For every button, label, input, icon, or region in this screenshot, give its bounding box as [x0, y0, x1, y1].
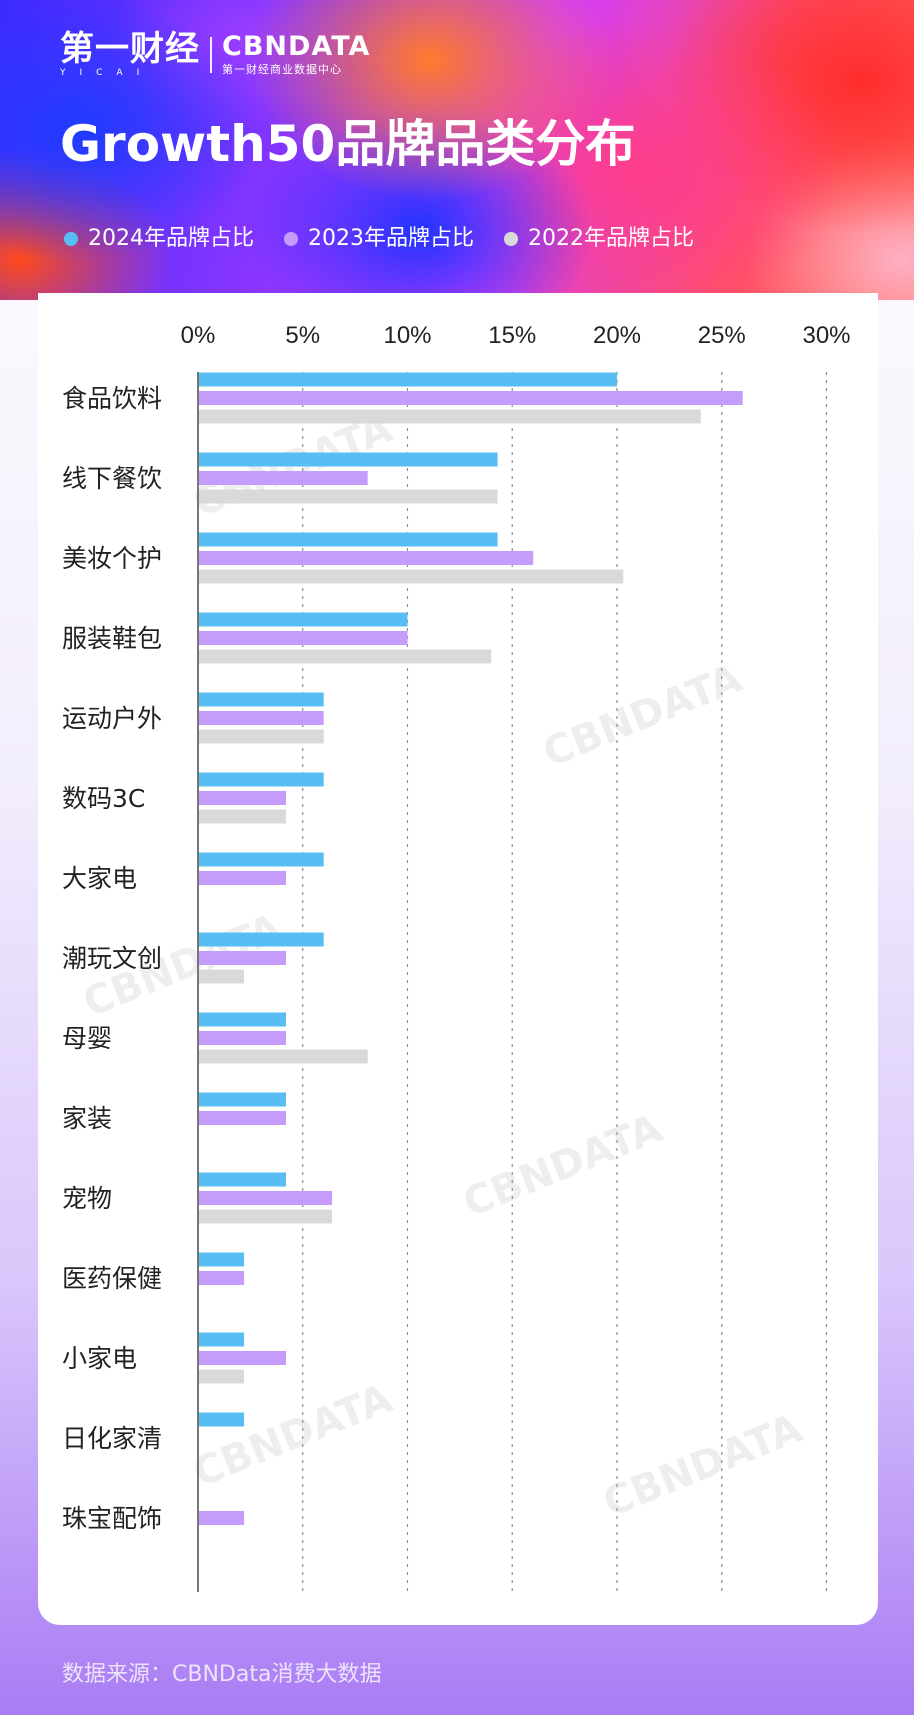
bar	[198, 1111, 286, 1125]
category-label: 珠宝配饰	[62, 1504, 162, 1533]
bar	[198, 1191, 333, 1205]
legend-label-2022: 2022年品牌占比	[528, 226, 694, 251]
category-label: 宠物	[62, 1184, 112, 1213]
category-label: 医药保健	[62, 1264, 162, 1293]
logo-latin-text: YICAI	[60, 68, 154, 78]
category-label: 母婴	[62, 1024, 112, 1053]
legend-item-2022: 2022年品牌占比	[504, 222, 694, 256]
x-tick-label: 30%	[802, 322, 850, 349]
category-label: 运动户外	[62, 704, 162, 733]
category-label: 服装鞋包	[62, 624, 162, 653]
bar	[198, 1369, 245, 1384]
bar	[198, 1412, 245, 1427]
logo: 第一财经 YICAI CBNDATA 第一财经商业数据中心	[60, 30, 370, 80]
legend-item-2023: 2023年品牌占比	[284, 222, 474, 256]
bar	[198, 969, 245, 984]
bar	[198, 1031, 286, 1045]
logo-cbn-subtitle: 第一财经商业数据中心	[222, 63, 342, 76]
bar	[198, 711, 324, 725]
category-label: 大家电	[62, 864, 137, 893]
bar	[198, 1209, 333, 1224]
bar	[198, 489, 498, 504]
category-label: 数码3C	[62, 784, 145, 813]
legend-dot-2023	[284, 232, 298, 246]
bar	[198, 852, 324, 867]
bar	[198, 1252, 245, 1267]
category-label: 家装	[62, 1104, 112, 1133]
bar	[198, 631, 408, 645]
logo-main-text: 第一财经	[60, 29, 200, 69]
x-tick-label: 25%	[698, 322, 746, 349]
category-label: 潮玩文创	[62, 944, 162, 973]
bar	[198, 1271, 245, 1285]
x-tick-label: 10%	[383, 322, 431, 349]
bar	[198, 1172, 286, 1187]
bar	[198, 729, 324, 744]
bar	[198, 772, 324, 787]
bar	[198, 612, 408, 627]
logo-divider	[210, 37, 212, 73]
bar	[198, 1092, 286, 1107]
bar	[198, 1049, 368, 1064]
bar	[198, 791, 286, 805]
bar	[198, 1351, 286, 1365]
bar	[198, 1332, 245, 1347]
bar	[198, 452, 498, 467]
bar	[198, 649, 492, 664]
bar	[198, 1511, 245, 1525]
bar	[198, 569, 624, 584]
legend-label-2023: 2023年品牌占比	[308, 226, 474, 251]
bar	[198, 409, 701, 424]
header-banner: 第一财经 YICAI CBNDATA 第一财经商业数据中心 Growth50品牌…	[0, 0, 914, 300]
chart-card: CBNDATA CBNDATA CBNDATA CBNDATA CBNDATA …	[38, 293, 878, 1625]
legend-item-2024: 2024年品牌占比	[64, 222, 254, 256]
category-label: 日化家清	[62, 1424, 162, 1453]
bar	[198, 932, 324, 947]
category-label: 小家电	[62, 1344, 137, 1373]
data-source-footer: 数据来源：CBNData消费大数据	[62, 1662, 382, 1687]
legend-dot-2022	[504, 232, 518, 246]
bar	[198, 692, 324, 707]
bar	[198, 372, 617, 387]
x-tick-label: 15%	[488, 322, 536, 349]
bar	[198, 871, 286, 885]
bar	[198, 471, 368, 485]
legend-label-2024: 2024年品牌占比	[88, 226, 254, 251]
page-title: Growth50品牌品类分布	[60, 115, 636, 173]
category-label: 美妆个护	[62, 544, 162, 573]
logo-cbn-text: CBNDATA	[222, 31, 371, 62]
bar	[198, 551, 534, 565]
category-label: 食品饮料	[62, 384, 162, 413]
x-tick-label: 5%	[285, 322, 320, 349]
chart-legend: 2024年品牌占比 2023年品牌占比 2022年品牌占比	[64, 222, 724, 256]
bar	[198, 951, 286, 965]
bar	[198, 1012, 286, 1027]
category-label: 线下餐饮	[62, 464, 162, 493]
legend-dot-2024	[64, 232, 78, 246]
x-tick-label: 20%	[593, 322, 641, 349]
bar	[198, 391, 743, 405]
bar	[198, 809, 286, 824]
x-tick-label: 0%	[181, 322, 216, 349]
bar	[198, 532, 498, 547]
